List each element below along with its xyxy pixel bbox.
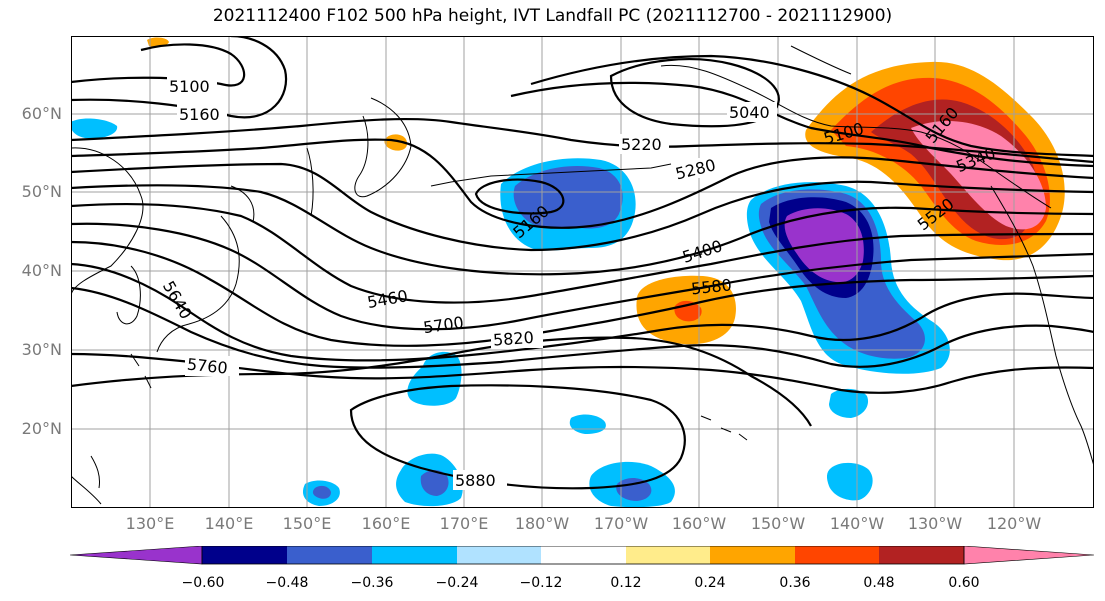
contour-5100-west (70, 43, 246, 87)
contour-5700 (70, 286, 1095, 369)
contour-5160-low (474, 178, 565, 215)
colorbar-bin-4 (457, 546, 541, 564)
contour-label-15: 5820 (492, 328, 534, 350)
contour-5280 (70, 138, 1095, 229)
contour-label-17: 5760 (186, 355, 228, 378)
ivt-neg-subtropics-4 (826, 462, 873, 501)
colorbar-bin-1 (202, 546, 287, 564)
colorbar (70, 546, 1095, 565)
colorbar-tick-6: 0.12 (610, 575, 642, 591)
height-contours (70, 34, 1095, 490)
colorbar-bin-8 (795, 546, 879, 564)
contour-5160-east (510, 81, 1095, 168)
lon-label-160e: 160°E (361, 514, 411, 533)
lat-label-50n: 50°N (21, 182, 62, 201)
ivt-neg-subtropics-7-core (312, 485, 331, 499)
colorbar-extend-low (70, 546, 203, 565)
coast-kamchatka (354, 97, 412, 198)
colorbar-tick-1: −0.60 (181, 575, 225, 591)
ivt-neg-subtropics-5 (829, 388, 869, 418)
colorbar-bin-9 (879, 546, 964, 564)
coast-sakhalin (306, 147, 314, 217)
lat-label-60n: 60°N (21, 104, 62, 123)
lon-label-170w: 170°W (593, 514, 649, 533)
colorbar-tick-7: 0.24 (694, 575, 726, 591)
contour-5160-west (70, 34, 288, 119)
colorbar-bin-2 (287, 546, 372, 564)
colorbar-bin-5 (541, 546, 626, 564)
lon-label-170e: 170°E (439, 514, 489, 533)
colorbar-tick-3: −0.36 (350, 575, 394, 591)
contour-5640 (70, 262, 1095, 362)
contour-5400 (70, 184, 1095, 276)
lon-label-150w: 150°W (750, 514, 806, 533)
contour-label-3: 5040 (729, 103, 770, 122)
map-svg: 5100 5160 5040 5220 5280 5160 5100 5160 … (70, 34, 1095, 508)
contour-label-1: 5100 (169, 77, 210, 96)
contour-5340 (70, 162, 1095, 252)
colorbar-bin-7 (710, 546, 795, 564)
coast-nw-america (990, 185, 1095, 467)
contour-5880 (349, 384, 686, 490)
coast-asia-mainland (70, 147, 144, 297)
coast-philippines (70, 455, 102, 505)
contour-label-4: 5220 (621, 135, 662, 154)
ivt-pos-japan-sea-patch (384, 134, 408, 151)
map-border (71, 36, 1094, 508)
lat-label-20n: 20°N (21, 419, 62, 438)
ivt-neg-arctic-patch (70, 118, 118, 139)
lon-label-120w: 120°W (986, 514, 1042, 533)
lon-label-140w: 140°W (829, 514, 885, 533)
ivt-negative-shading (70, 118, 950, 508)
ivt-neg-ne-pacific-060 (784, 208, 864, 283)
lon-label-130w: 130°W (907, 514, 963, 533)
lat-label-30n: 30°N (21, 340, 62, 359)
contour-5520 (70, 222, 1095, 331)
ivt-neg-subtropics-3-core (616, 478, 652, 501)
lon-label-140e: 140°E (204, 514, 254, 533)
colorbar-tick-8: 0.36 (779, 575, 811, 591)
colorbar-tick-2: −0.48 (265, 575, 309, 591)
lat-label-40n: 40°N (21, 261, 62, 280)
contour-label-12: 5580 (690, 275, 732, 298)
coast-korea (116, 265, 141, 325)
colorbar-extend-high (963, 546, 1095, 565)
coast-hawaii (700, 415, 748, 441)
coast-alaska-north (790, 45, 852, 75)
contour-5460 (70, 203, 1095, 304)
contour-label-18: 5880 (455, 471, 496, 490)
colorbar-bin-3 (372, 546, 457, 564)
coast-aleutians (430, 163, 672, 187)
contour-5100-east (530, 54, 1095, 158)
contour-5220 (70, 117, 1095, 164)
colorbar-tick-9: 0.48 (863, 575, 895, 591)
lon-label-160w: 160°W (671, 514, 727, 533)
lon-label-180w: 180°W (514, 514, 570, 533)
coast-japan (156, 215, 240, 353)
colorbar-tick-4: −0.24 (435, 575, 479, 591)
colorbar-bin-6 (626, 546, 710, 564)
lon-label-130e: 130°E (125, 514, 175, 533)
ivt-neg-subtropics-2-core (420, 470, 449, 496)
colorbar-tick-10: 0.60 (948, 575, 980, 591)
lon-label-150e: 150°E (282, 514, 332, 533)
colorbar-tick-5: −0.12 (519, 575, 563, 591)
chart-title: 2021112400 F102 500 hPa height, IVT Land… (212, 6, 893, 26)
map-panel: 5100 5160 5040 5220 5280 5160 5100 5160 … (70, 34, 1095, 508)
contour-label-2: 5160 (179, 105, 220, 124)
